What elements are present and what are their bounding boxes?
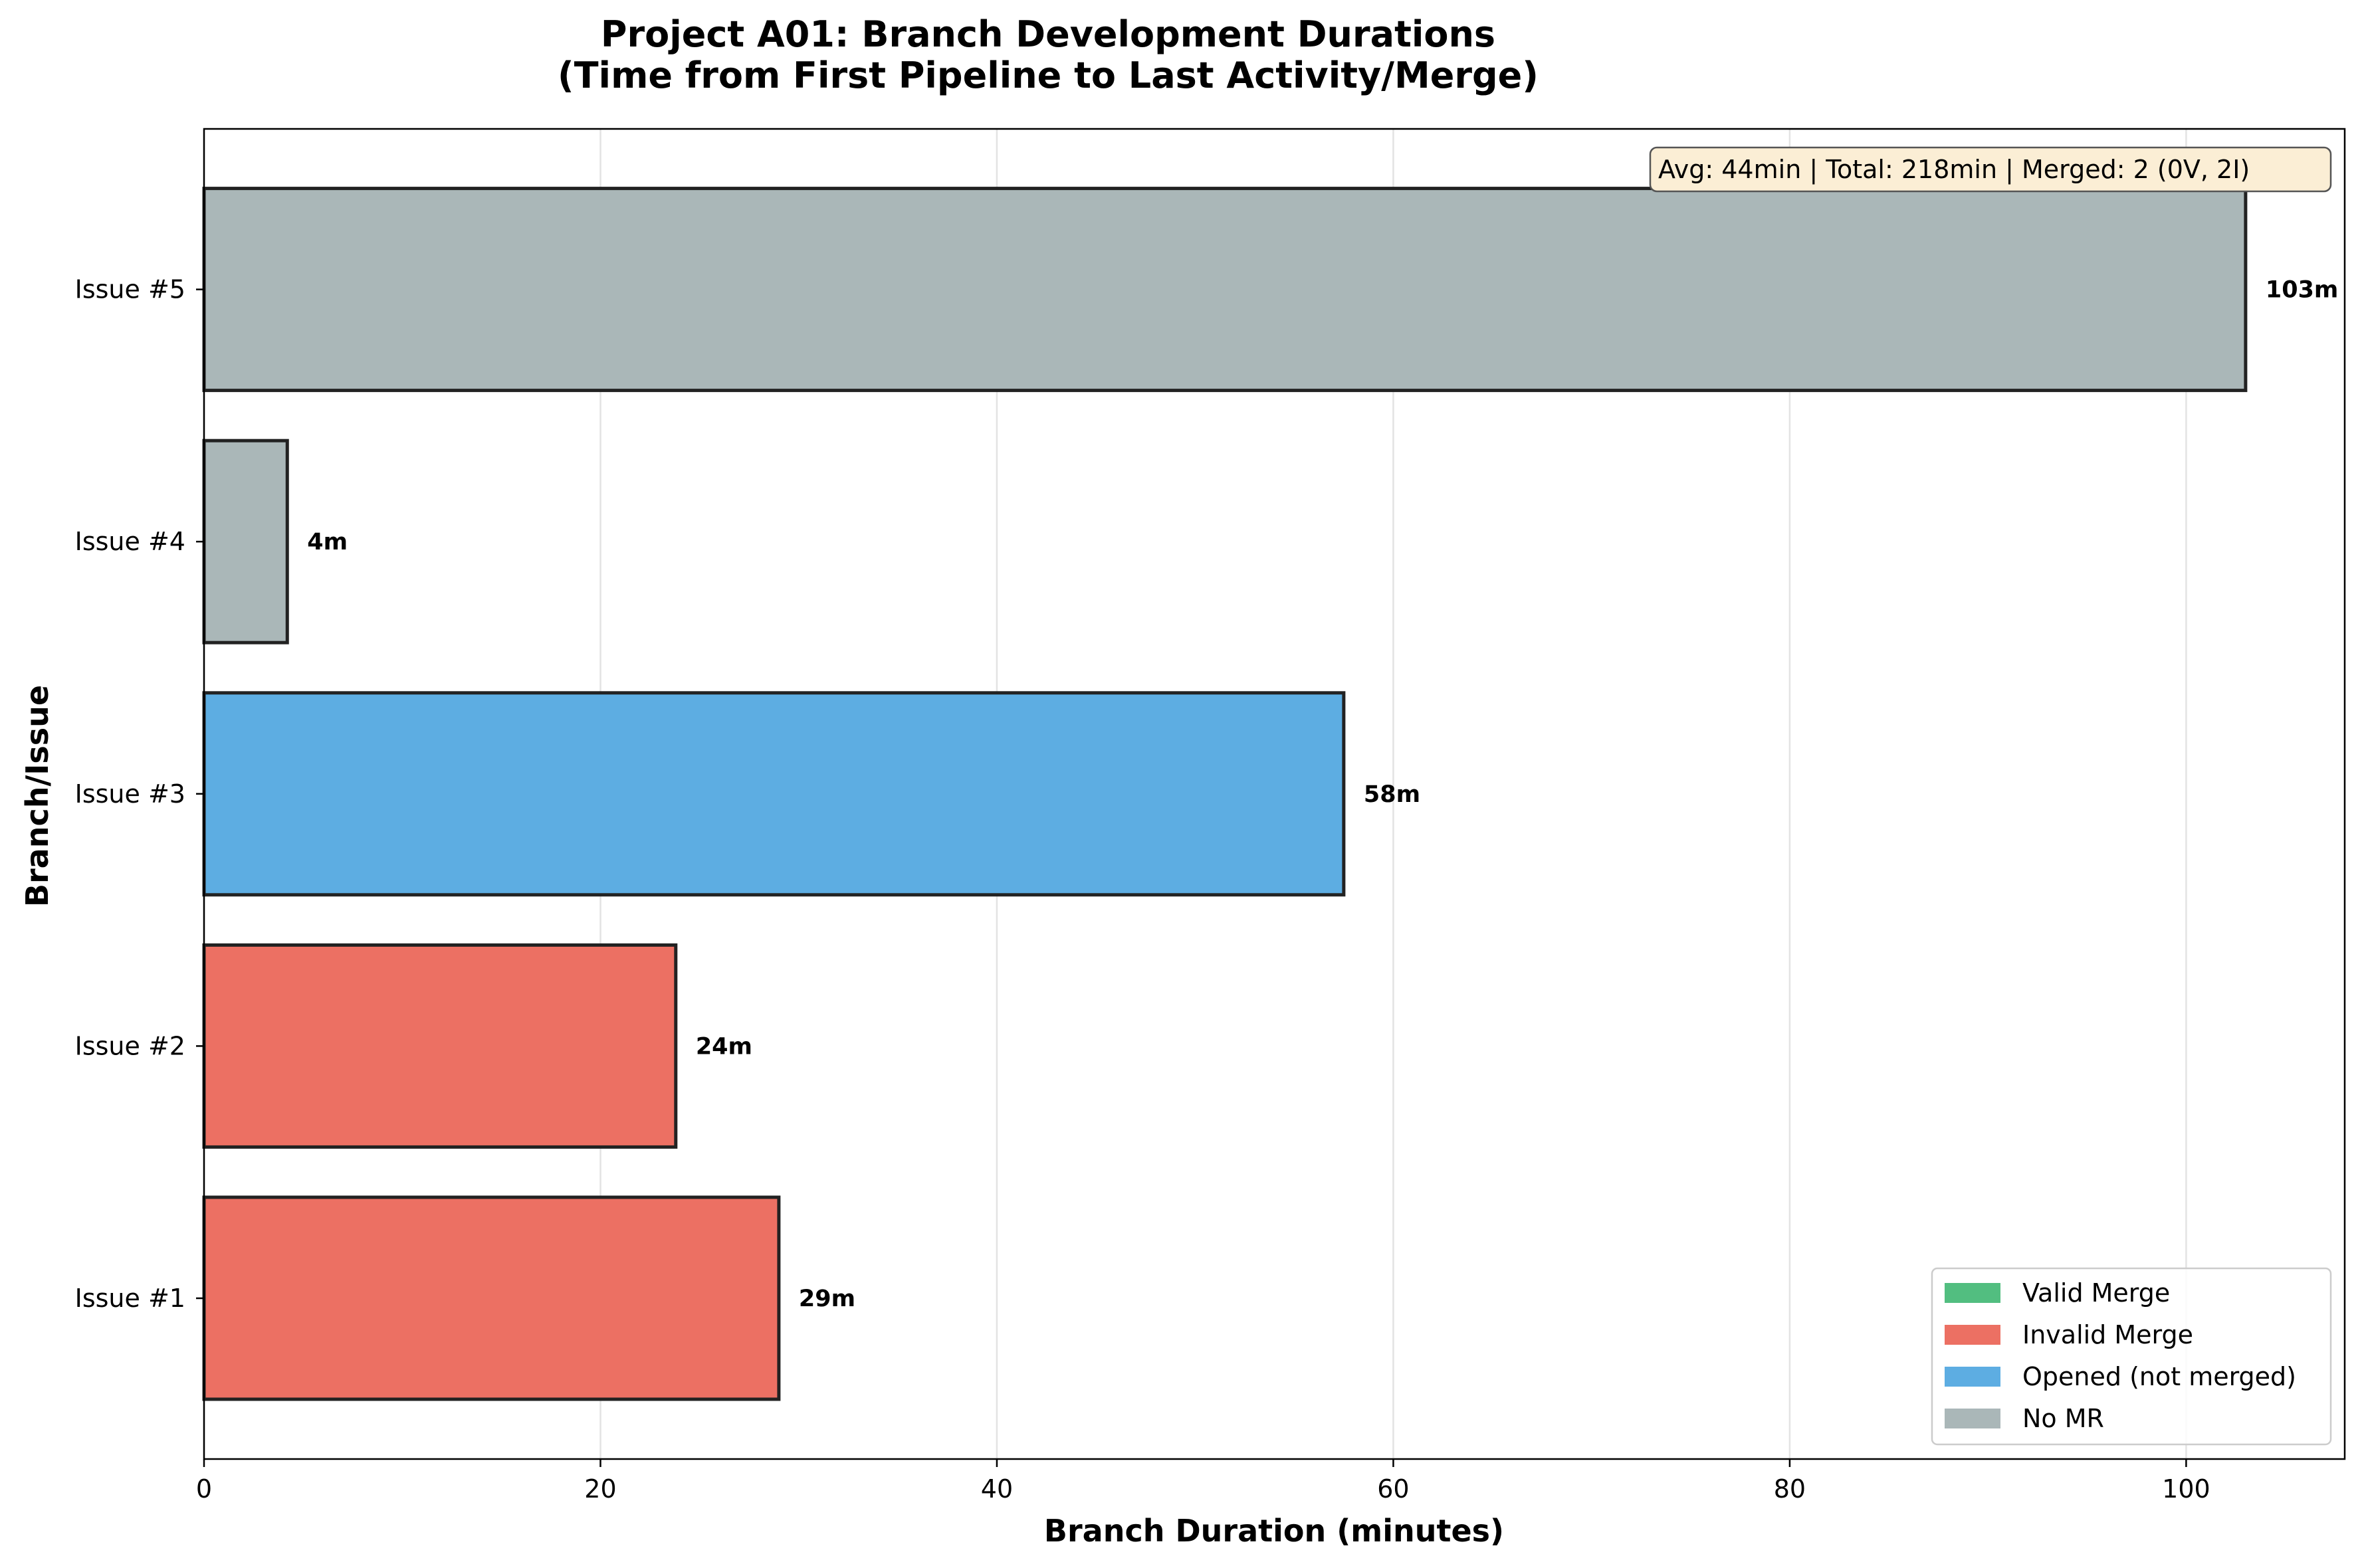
bar-value-label: 29m	[799, 1286, 855, 1312]
axis-ticks: 0 20 40 60 80 100 Issue #1 Issue #2 Issue #3 Issu…	[75, 275, 2210, 1504]
x-tick-label: 100	[2162, 1474, 2210, 1504]
bar	[202, 943, 678, 1149]
x-tick-label: 20	[584, 1474, 616, 1504]
legend: Valid Merge Invalid Merge Opened (not merg…	[1931, 1267, 2332, 1446]
chart-title-line1: Project A01: Branch Development Duration…	[601, 13, 1495, 55]
y-tick-label: Issue #3	[75, 779, 185, 809]
x-tick-label: 0	[196, 1474, 212, 1504]
bar-value-label: 4m	[307, 529, 348, 555]
bars	[202, 187, 2248, 1401]
legend-swatch	[1945, 1409, 2000, 1428]
x-tick-label: 60	[1377, 1474, 1409, 1504]
stats-annotation-box	[1649, 146, 2332, 193]
bar-value-label: 58m	[1364, 781, 1420, 808]
bar	[202, 187, 2248, 393]
legend-label: Valid Merge	[2022, 1278, 2170, 1308]
bar-value-label: 103m	[2266, 277, 2339, 304]
bar	[202, 1195, 781, 1401]
y-tick-label: Issue #2	[75, 1031, 185, 1060]
x-tick-label: 80	[1774, 1474, 1806, 1504]
legend-swatch	[1945, 1367, 2000, 1387]
x-tick-label: 40	[981, 1474, 1013, 1504]
legend-label: Invalid Merge	[2022, 1320, 2193, 1349]
y-tick-label: Issue #4	[75, 527, 185, 556]
chart-title-line2: (Time from First Pipeline to Last Activi…	[558, 54, 1539, 96]
legend-label: No MR	[2022, 1404, 2104, 1433]
y-tick-label: Issue #5	[75, 275, 185, 304]
stats-annotation: Avg: 44min | Total: 218min | Merged: 2 (…	[1649, 146, 2332, 193]
data-labels: 29m 24m 58m 4m 103m	[307, 277, 2338, 1312]
legend-swatch	[1945, 1283, 2000, 1303]
stats-annotation-text: Avg: 44min | Total: 218min | Merged: 2 (…	[1658, 155, 2250, 185]
bar-value-label: 24m	[696, 1033, 752, 1060]
y-axis-label: Branch/Issue	[19, 685, 55, 907]
legend-label: Opened (not merged)	[2022, 1362, 2296, 1391]
x-axis-label: Branch Duration (minutes)	[1044, 1513, 1504, 1549]
bar	[202, 691, 1346, 897]
bar	[202, 439, 289, 644]
y-tick-label: Issue #1	[75, 1284, 185, 1313]
legend-swatch	[1945, 1325, 2000, 1345]
legend-box	[1931, 1267, 2332, 1446]
